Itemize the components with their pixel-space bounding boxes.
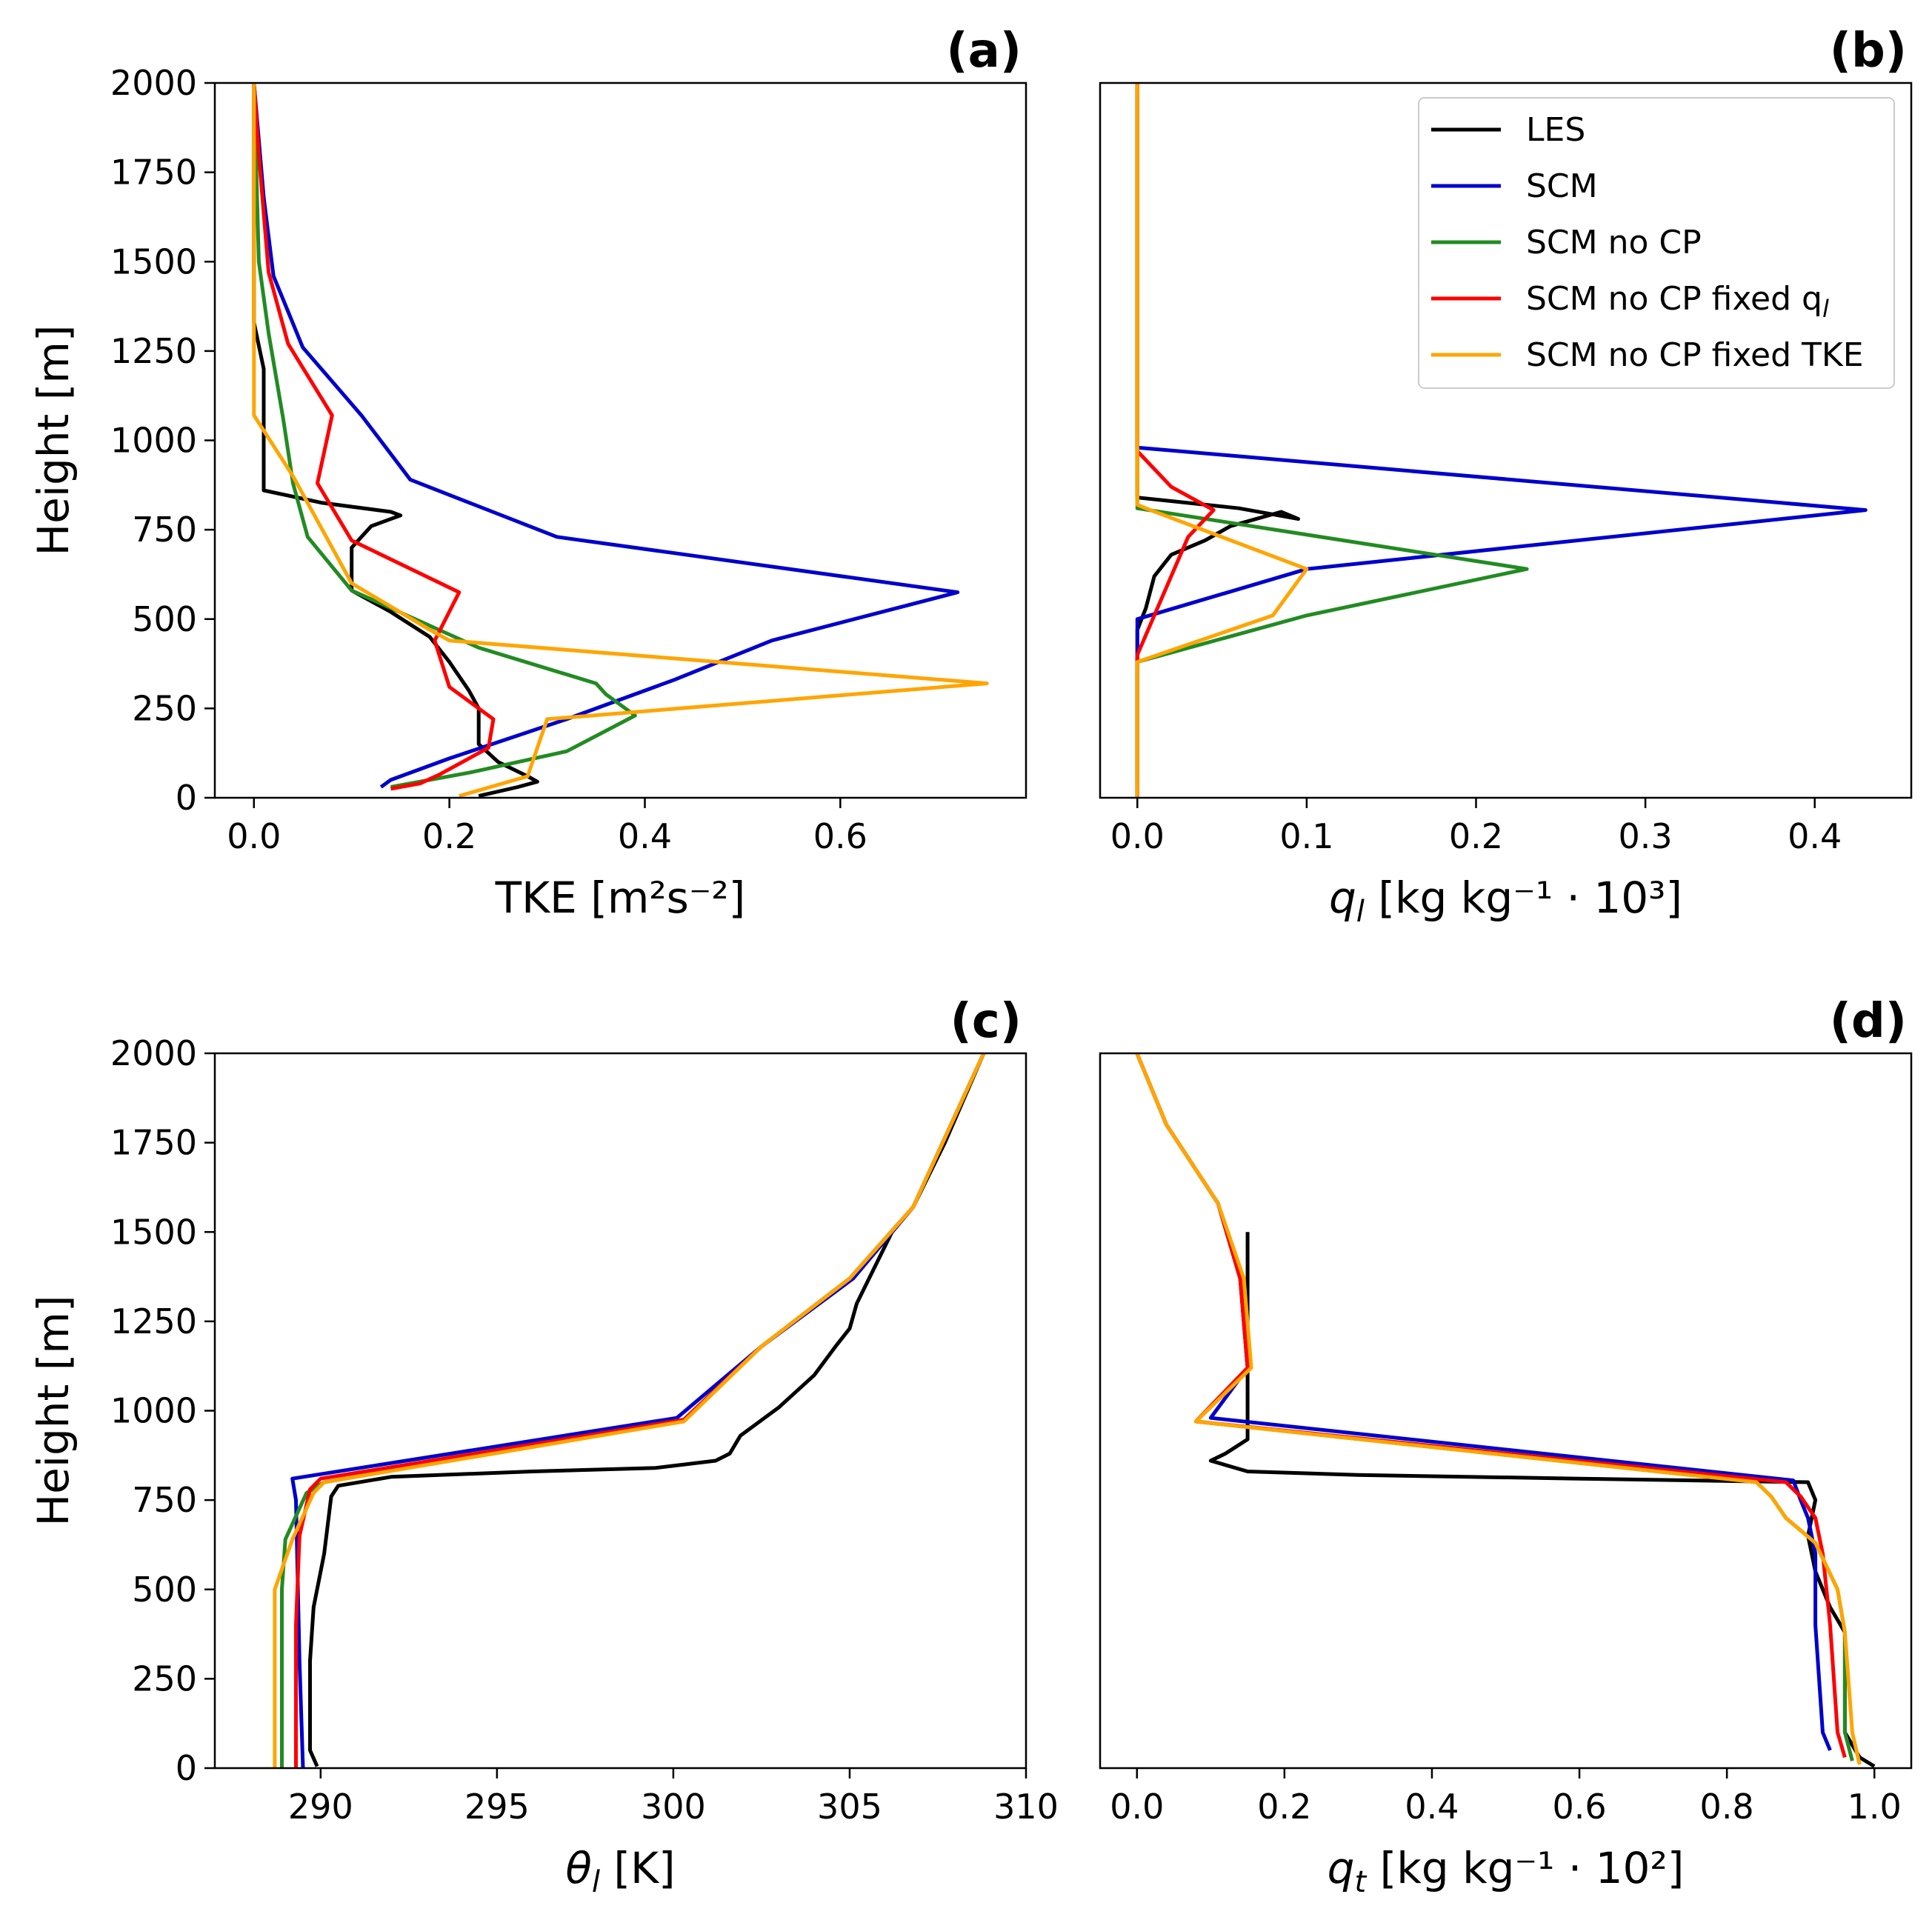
panel-b-xtick-label: 0.2 — [1449, 816, 1503, 856]
panel-a-xlabel: TKE [m²s⁻²] — [495, 873, 746, 923]
panel-a-title: (a) — [946, 24, 1022, 79]
panel-a-xtick-label: 0.0 — [227, 816, 281, 856]
legend-label-scm-no-cp: SCM no CP — [1526, 224, 1702, 261]
panel-b-xtick-label: 0.3 — [1619, 816, 1673, 856]
panel-c-xtick-label: 300 — [641, 1787, 706, 1827]
panel-b-title: (b) — [1830, 24, 1907, 79]
panel-d-xtick-label: 0.8 — [1700, 1787, 1754, 1827]
panel-a-xtick-label: 0.4 — [618, 816, 672, 856]
panel-c-ytick-label: 1250 — [110, 1301, 197, 1341]
panel-b-line-scm-no-cp-fixed-tke — [1135, 83, 1309, 798]
legend-label-scm-no-cp-fixed-q-l: SCM no CP fixed ql — [1526, 280, 1829, 323]
panel-c-ytick-label: 750 — [132, 1480, 197, 1520]
panel-b-line-les — [1135, 83, 1300, 798]
panel-c: 290 295 300 305 310 0 250 500 750 1000 1250 1500 175… — [28, 994, 1059, 1899]
panel-c-xtick-label: 310 — [993, 1787, 1059, 1827]
legend-label-les: LES — [1526, 111, 1585, 149]
legend-label-scm-no-cp-fixed-tke: SCM no CP fixed TKE — [1526, 336, 1864, 374]
panel-a-ytick-label: 1250 — [110, 331, 197, 371]
panel-c-ytick-label: 2000 — [110, 1033, 197, 1073]
legend-entries: LES SCM SCM no CP SCM no CP fixed ql SCM no … — [1431, 111, 1864, 374]
panel-a-ytick-label: 500 — [132, 599, 197, 639]
panel-a-xtick-label: 0.2 — [422, 816, 476, 856]
panel-c-ytick-label: 1750 — [110, 1123, 197, 1163]
panel-a-ticks: 0.0 0.2 0.4 0.6 0 250 500 750 1000 1250 1500 1750 20… — [110, 63, 867, 856]
panel-a-ylabel: Height [m] — [28, 325, 79, 556]
panel-c-title: (c) — [950, 994, 1022, 1049]
legend-label-scm: SCM — [1526, 167, 1598, 205]
panel-b-ticks: 0.0 0.1 0.2 0.3 0.4 — [1110, 798, 1842, 856]
panel-d-line-scm-no-cp-fixed-tke — [1135, 1053, 1862, 1765]
panel-c-lines — [273, 1053, 986, 1768]
panel-d-ticks: 0.0 0.2 0.4 0.6 0.8 1.0 — [1110, 1768, 1902, 1827]
panel-a-ytick-label: 250 — [132, 688, 197, 728]
panel-a-xtick-label: 0.6 — [813, 816, 867, 856]
legend-box — [1418, 97, 1895, 389]
panel-c-ticks: 290 295 300 305 310 0 250 500 750 1000 1250 1500 175… — [110, 1033, 1059, 1827]
panel-b-xtick-label: 0.0 — [1110, 816, 1165, 856]
panel-d-xtick-label: 0.2 — [1257, 1787, 1311, 1827]
panel-c-xtick-label: 295 — [464, 1787, 530, 1827]
panel-a: 0.0 0.2 0.4 0.6 0 250 500 750 1000 1250 1500 1750 20… — [28, 24, 1027, 923]
panel-a-line-scm-no-cp-fixed-q-l — [252, 83, 496, 791]
panel-c-ylabel: Height [m] — [28, 1296, 79, 1527]
panel-d-lines — [1135, 1053, 1876, 1768]
panel-b-xlabel: ql [kg kg⁻¹ · 10³] — [1329, 873, 1682, 929]
panel-b: 0.0 0.1 0.2 0.3 0.4 (b) ql [kg kg⁻¹ · 10³] L… — [1099, 24, 1913, 929]
panel-a-ytick-label: 1500 — [110, 241, 197, 281]
panel-c-line-scm-no-cp-fixed-tke — [273, 1053, 986, 1768]
panel-c-xtick-label: 305 — [817, 1787, 882, 1827]
panel-a-line-les — [252, 83, 539, 798]
panel-a-ytick-label: 1000 — [110, 421, 197, 461]
panel-d-xtick-label: 0.4 — [1405, 1787, 1459, 1827]
panel-d-xlabel: qt [kg kg⁻¹ · 10²] — [1328, 1843, 1685, 1899]
panel-c-ytick-label: 0 — [176, 1748, 197, 1788]
panel-b-xtick-label: 0.4 — [1788, 816, 1842, 856]
panel-c-ytick-label: 500 — [132, 1570, 197, 1610]
panel-a-line-scm-no-cp-fixed-tke — [252, 83, 989, 798]
panel-d-xtick-label: 0.6 — [1552, 1787, 1606, 1827]
panel-d-axes-frame — [1099, 1052, 1913, 1770]
panel-c-ytick-label: 1000 — [110, 1391, 197, 1431]
panel-b-xtick-label: 0.1 — [1279, 816, 1333, 856]
panel-a-lines — [252, 83, 989, 798]
panel-d-title: (d) — [1830, 994, 1907, 1049]
panel-a-line-scm — [252, 83, 960, 789]
panel-b-lines — [1135, 83, 1868, 798]
legend: LES SCM SCM no CP SCM no CP fixed ql SCM no … — [1418, 97, 1895, 389]
panel-a-ytick-label: 2000 — [110, 63, 197, 103]
panel-a-ytick-label: 1750 — [110, 153, 197, 193]
panel-a-ytick-label: 750 — [132, 510, 197, 550]
panel-d-xtick-label: 1.0 — [1848, 1787, 1902, 1827]
panel-c-ytick-label: 250 — [132, 1658, 197, 1698]
panel-d: 0.0 0.2 0.4 0.6 0.8 1.0 (d) qt [kg kg⁻¹ · 10²… — [1099, 994, 1913, 1899]
panel-d-xtick-label: 0.0 — [1110, 1787, 1164, 1827]
panel-a-ytick-label: 0 — [176, 778, 197, 818]
panel-c-line-les — [308, 1053, 986, 1767]
panel-c-xtick-label: 290 — [288, 1787, 353, 1827]
panel-c-xlabel: θl [K] — [565, 1843, 675, 1899]
panel-b-axes-frame — [1099, 81, 1913, 799]
panel-c-ytick-label: 1500 — [110, 1212, 197, 1252]
